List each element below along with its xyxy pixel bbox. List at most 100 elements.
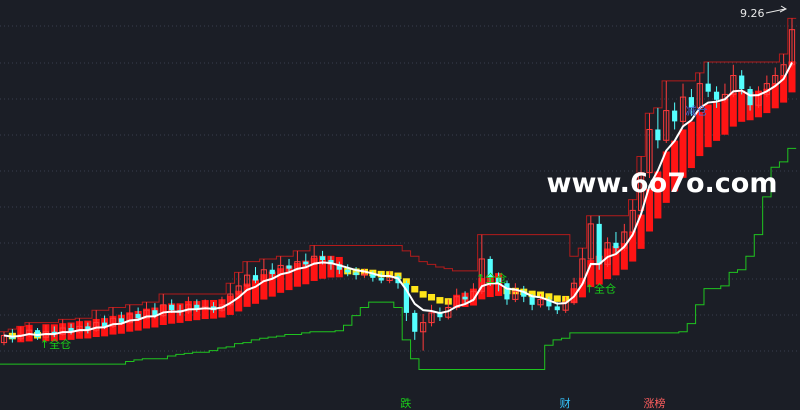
band-segment (780, 75, 788, 103)
band-segment (293, 262, 301, 287)
trend-band (8, 61, 796, 343)
candle-body (303, 261, 309, 265)
candle-body (152, 310, 158, 316)
candle-body (713, 91, 720, 100)
band-segment (578, 277, 586, 298)
candle-body (235, 285, 242, 295)
candle-body (378, 277, 384, 281)
candle-body (428, 312, 435, 324)
last-price-arrow (765, 8, 786, 14)
candle-body (730, 75, 737, 95)
band-segment (696, 111, 704, 157)
band-segment (654, 171, 662, 219)
candle-body (68, 328, 74, 332)
band-segment (436, 297, 444, 304)
candle-body (403, 283, 409, 313)
candle-body (126, 313, 133, 324)
candle-body (252, 275, 259, 281)
signal-labels: ↑全仓 ↑全仓 ↑全仓 减仓 (40, 104, 707, 352)
band-segment (419, 291, 427, 298)
last-price-label: 9.26 (740, 7, 765, 20)
band-segment (738, 90, 746, 122)
band-segment (612, 245, 620, 276)
resistance-line (0, 17, 797, 333)
bottom-marker: 财 (560, 396, 571, 410)
band-segment (662, 151, 670, 203)
candle-body (679, 96, 687, 122)
candle-body (537, 298, 544, 306)
band-segment (268, 271, 276, 297)
band-segment (545, 293, 553, 300)
band-segment (277, 268, 285, 293)
band-segment (595, 255, 603, 285)
candle-body (353, 272, 359, 276)
band-segment (428, 293, 436, 301)
candle-body (286, 265, 292, 269)
band-segment (168, 303, 176, 324)
candle-body (663, 110, 670, 141)
candle-body (370, 274, 376, 278)
candle-body (772, 75, 779, 85)
candle-body (135, 313, 141, 319)
candle-body (478, 258, 485, 292)
band-segment (704, 104, 712, 148)
band-segment (243, 283, 251, 307)
band-segment (553, 295, 561, 302)
band-segment (671, 140, 679, 192)
candle-body (596, 223, 602, 265)
candle-body (319, 256, 326, 261)
band-segment (620, 243, 628, 270)
candle-body (85, 326, 91, 331)
ma-line (3, 62, 793, 338)
resistance-stair-line (0, 17, 797, 333)
candle-body (93, 322, 100, 331)
band-segment (637, 214, 645, 249)
candle-body (361, 273, 368, 276)
candle-body (169, 304, 175, 311)
last-price-arrow-head (779, 5, 788, 13)
candle-body (655, 129, 661, 141)
band-segment (629, 231, 637, 262)
bottom-markers: 跌 财 涨榜 (400, 396, 665, 410)
candle-body (336, 264, 342, 270)
bottom-marker: 涨榜 (643, 396, 665, 410)
band-segment (310, 257, 318, 281)
candle-body (672, 110, 678, 122)
bottom-marker: 跌 (400, 396, 411, 410)
candle-body (160, 304, 167, 317)
band-segment (260, 274, 268, 300)
candlestick-series (0, 18, 796, 351)
band-segment (285, 265, 293, 291)
candle-body (504, 283, 510, 300)
band-segment (587, 260, 595, 288)
band-segment (729, 92, 737, 127)
candle-body (76, 325, 83, 333)
signal-label: ↑全仓 (585, 282, 616, 296)
candle-body (194, 304, 200, 309)
candle-body (747, 89, 753, 106)
band-segment (788, 61, 796, 93)
candle-body (437, 312, 443, 318)
candle-body (101, 322, 108, 327)
candle-body (118, 318, 124, 323)
candle-body (34, 330, 41, 338)
candle-body (705, 83, 711, 92)
band-segment (679, 129, 687, 178)
signal-label: ↑全仓 (40, 337, 71, 351)
candle-body (529, 296, 535, 305)
candle-body (420, 322, 427, 333)
band-segment (302, 260, 310, 285)
candle-body (109, 317, 117, 327)
candle-body (646, 128, 653, 174)
candle-body (604, 242, 611, 265)
candle-body (185, 304, 192, 313)
candle-body (638, 172, 645, 211)
candle-body (621, 231, 628, 249)
candle-body (788, 29, 796, 66)
band-segment (721, 98, 729, 135)
candle-body (269, 269, 275, 275)
moving-average-line (3, 62, 793, 338)
candle-body (143, 309, 150, 319)
candle-body (462, 296, 468, 300)
